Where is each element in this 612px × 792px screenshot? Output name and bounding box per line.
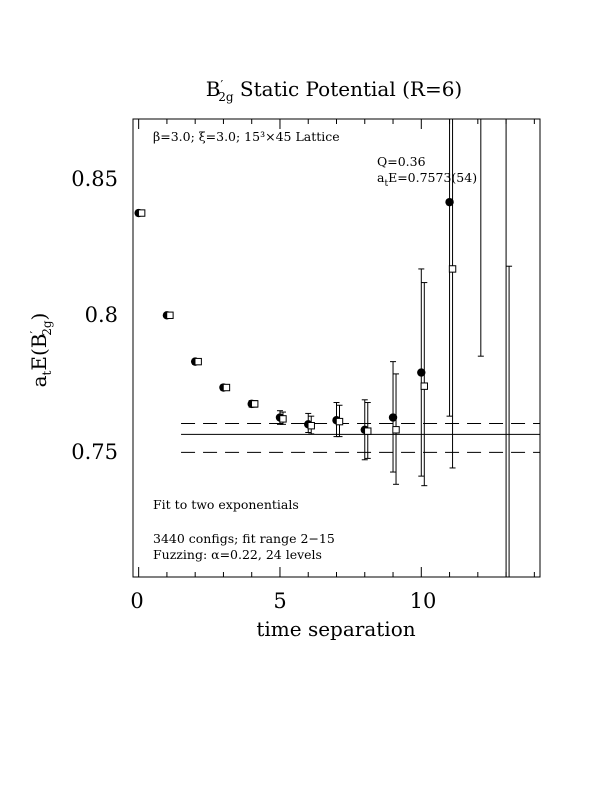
data-point-square [335, 417, 344, 426]
data-point-square [307, 421, 315, 430]
lattice-annotation: β=3.0; ξ=3.0; 15³×45 Lattice [153, 129, 340, 144]
data-point-circle [445, 197, 454, 207]
data-point-square [137, 209, 146, 217]
data-point-square [420, 382, 428, 390]
y-tick-label: 0.8 [85, 303, 118, 327]
svg-text:atE(B′2g): atE(B′2g) [27, 313, 54, 388]
data-point-square [392, 426, 400, 434]
x-tick-label: 5 [273, 589, 286, 613]
q-annotation: Q=0.36 [377, 154, 426, 169]
fit-annotation: Fit to two exponentials [153, 497, 299, 512]
x-tick-label: 10 [410, 589, 437, 613]
y-axis-label: atE(B′2g) [27, 313, 54, 388]
data-point-square [222, 383, 231, 392]
data-point-square [279, 415, 287, 423]
data-point-square [166, 311, 174, 319]
x-axis-label: time separation [256, 617, 415, 641]
chart-title: B′ 2g Static Potential (R=6) [206, 77, 462, 104]
fuzzing-annotation: Fuzzing: α=0.22, 24 levels [153, 547, 322, 562]
fit-lines [181, 423, 540, 453]
y-tick-label: 0.85 [71, 167, 118, 191]
data-marks [134, 118, 513, 578]
data-point-circle [388, 413, 398, 422]
configs-annotation: 3440 configs; fit range 2−15 [153, 531, 335, 546]
data-point-circle [417, 368, 426, 377]
x-tick-label: 0 [130, 589, 143, 613]
data-point-square [448, 265, 457, 273]
data-point-square [251, 400, 259, 408]
energy-annotation: atE=0.7573(54) [377, 170, 477, 189]
data-point-square [364, 427, 372, 435]
y-tick-label: 0.75 [71, 440, 118, 464]
data-point-square [194, 357, 202, 366]
